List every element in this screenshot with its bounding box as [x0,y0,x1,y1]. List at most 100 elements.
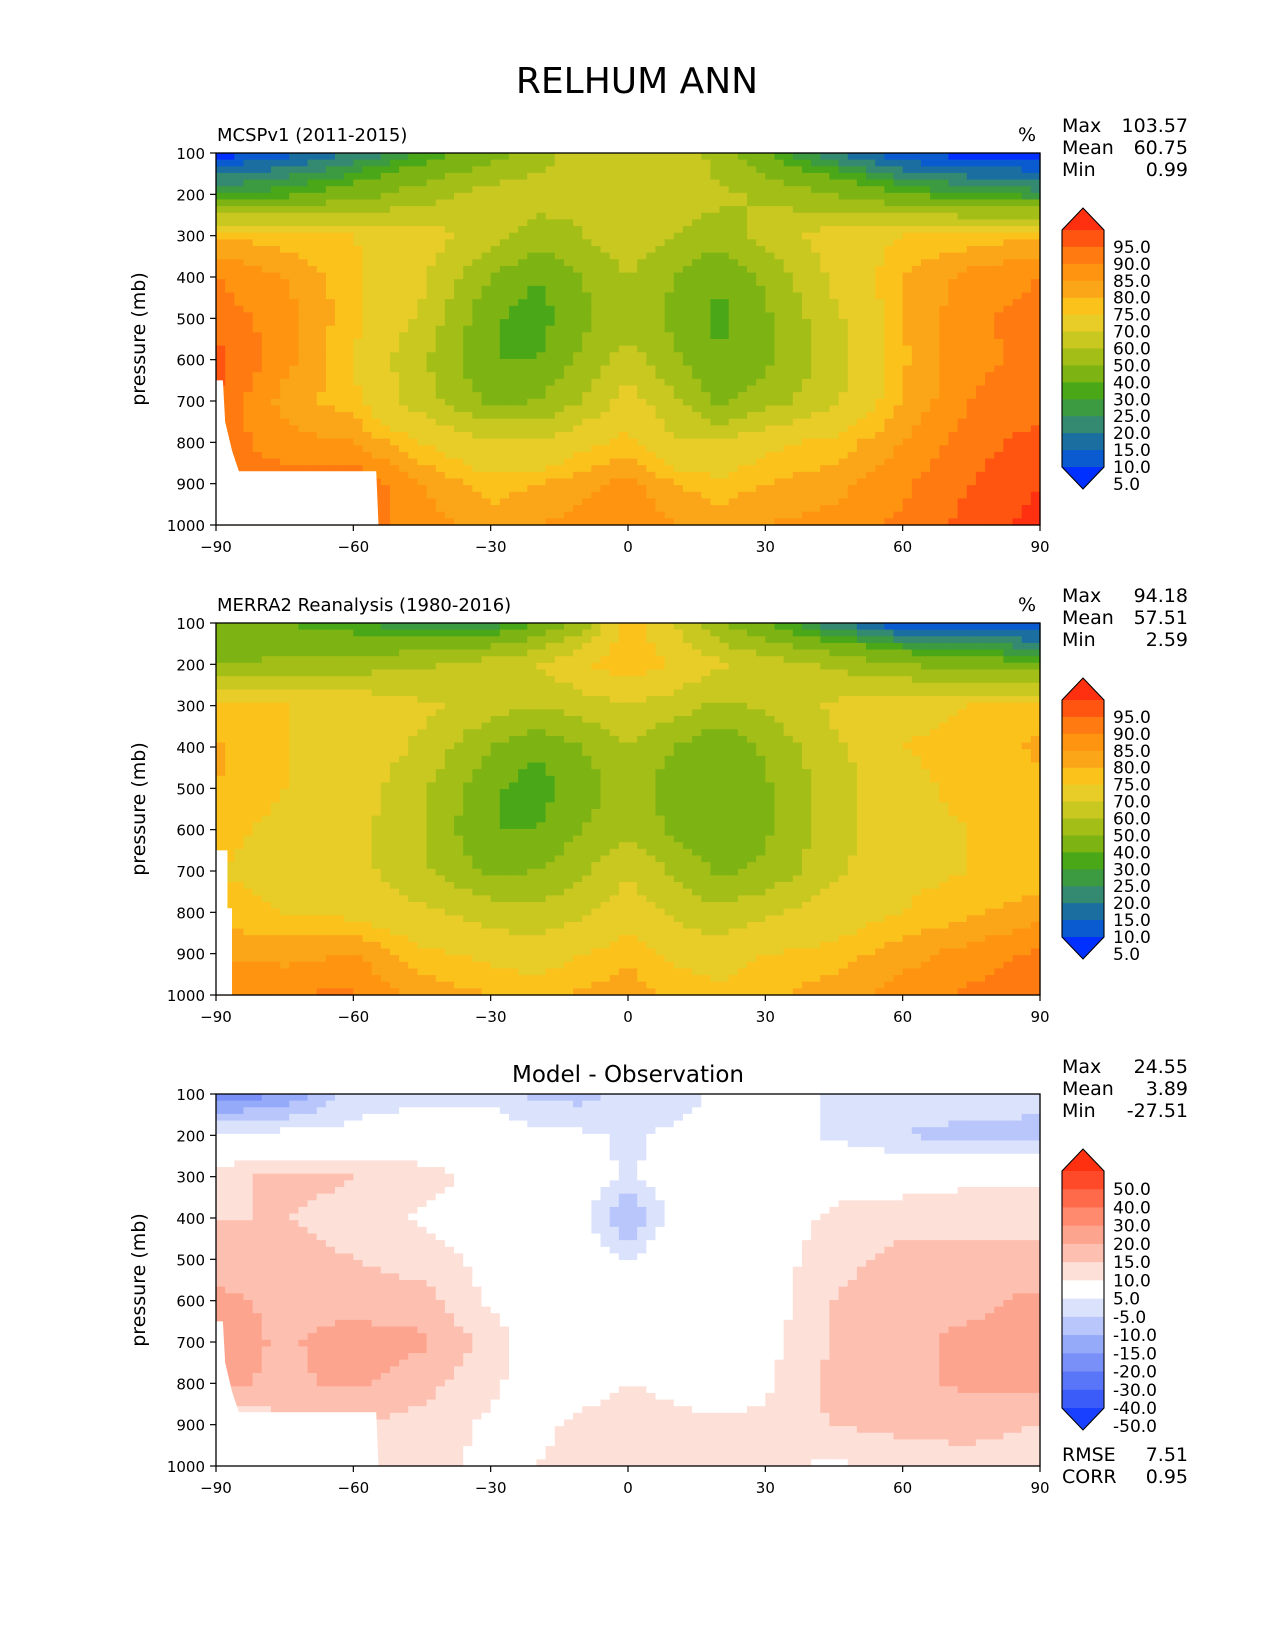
chart-cell [792,438,803,446]
chart-cell [664,325,675,333]
chart-cell [701,432,711,440]
chart-cell [316,405,327,413]
chart-cell [316,412,327,420]
chart-cell [847,438,858,446]
chart-cell [353,412,364,420]
chart-cell [545,159,556,167]
chart-cell [609,398,620,407]
chart-cell [362,166,373,174]
chart-cell [673,478,684,486]
chart-cell [994,438,1004,446]
chart-cell [692,292,702,300]
chart-cell [930,438,940,446]
chart-cell [801,445,812,453]
chart-cell [463,272,473,280]
chart-cell [335,365,345,373]
chart-cell [829,478,840,486]
chart-cell [811,319,821,327]
chart-cell [710,265,721,274]
chart-cell [783,372,794,380]
chart-cell [985,491,995,500]
chart-cell [838,259,849,267]
chart-cell [966,332,977,340]
chart-cell [637,226,647,234]
chart-cell [847,186,858,194]
chart-cell [270,285,281,294]
chart-cell [783,292,794,300]
chart-cell [1003,498,1014,506]
chart-cell [939,392,950,400]
chart-cell [591,325,602,333]
chart-cell [911,378,922,387]
chart-cell [847,172,858,181]
chart-cell [637,485,647,493]
chart-cell [600,392,611,400]
chart-cell [335,239,345,247]
chart-cell [994,159,1004,167]
chart-cell [289,339,299,347]
chart-cell [948,212,959,221]
chart-cell [710,425,721,433]
chart-cell [783,358,794,367]
chart-cell [920,378,931,387]
chart-cell [866,305,876,314]
chart-cell [664,478,675,486]
chart-cell [481,451,492,460]
chart-cell [820,259,831,267]
chart-cell [316,365,327,373]
chart-cell [609,285,620,294]
chart-cell [280,451,290,460]
chart-cell [856,352,867,360]
chart-cell [774,339,785,347]
chart-cell [829,332,840,340]
chart-cell [417,511,428,519]
chart-cell [875,438,885,446]
chart-cell [957,206,968,214]
chart-cell [829,511,840,519]
chart-cell [563,272,574,280]
chart-cell [847,445,858,453]
chart-cell [664,279,675,287]
chart-cell [252,325,263,333]
chart-cell [774,332,785,340]
chart-cell [673,358,684,367]
chart-cell [911,471,922,480]
chart-cell [399,166,409,174]
chart-cell [554,299,565,307]
chart-cell [353,445,364,453]
chart-cell [225,219,235,227]
chart-cell [692,299,702,307]
chart-cell [280,445,290,453]
chart-cell [399,405,409,413]
chart-cell [252,339,263,347]
chart-cell [646,285,657,294]
chart-cell [618,345,629,353]
chart-cell [463,179,473,187]
chart-cell [911,458,922,466]
chart-cell [728,292,739,300]
chart-cell [902,445,913,453]
chart-cell [655,352,666,360]
chart-cell [1030,259,1041,267]
chart-cell [737,505,748,513]
chart-cell [618,292,629,300]
chart-cell [646,186,657,194]
chart-cell [985,332,995,340]
chart-cell [829,246,840,254]
chart-cell [966,212,977,221]
chart-cell [252,206,263,214]
chart-cell [682,252,693,260]
chart-cell [481,339,492,347]
chart-cell [783,219,794,227]
chart-cell [847,498,858,506]
chart-cell [344,172,354,181]
chart-cell [463,478,473,486]
chart-cell [554,339,565,347]
chart-cell [371,325,382,333]
chart-cell [545,212,556,221]
chart-cell [490,498,501,506]
chart-cell [902,372,913,380]
chart-cell [737,432,748,440]
chart-cell [344,279,354,287]
chart-cell [307,272,318,280]
